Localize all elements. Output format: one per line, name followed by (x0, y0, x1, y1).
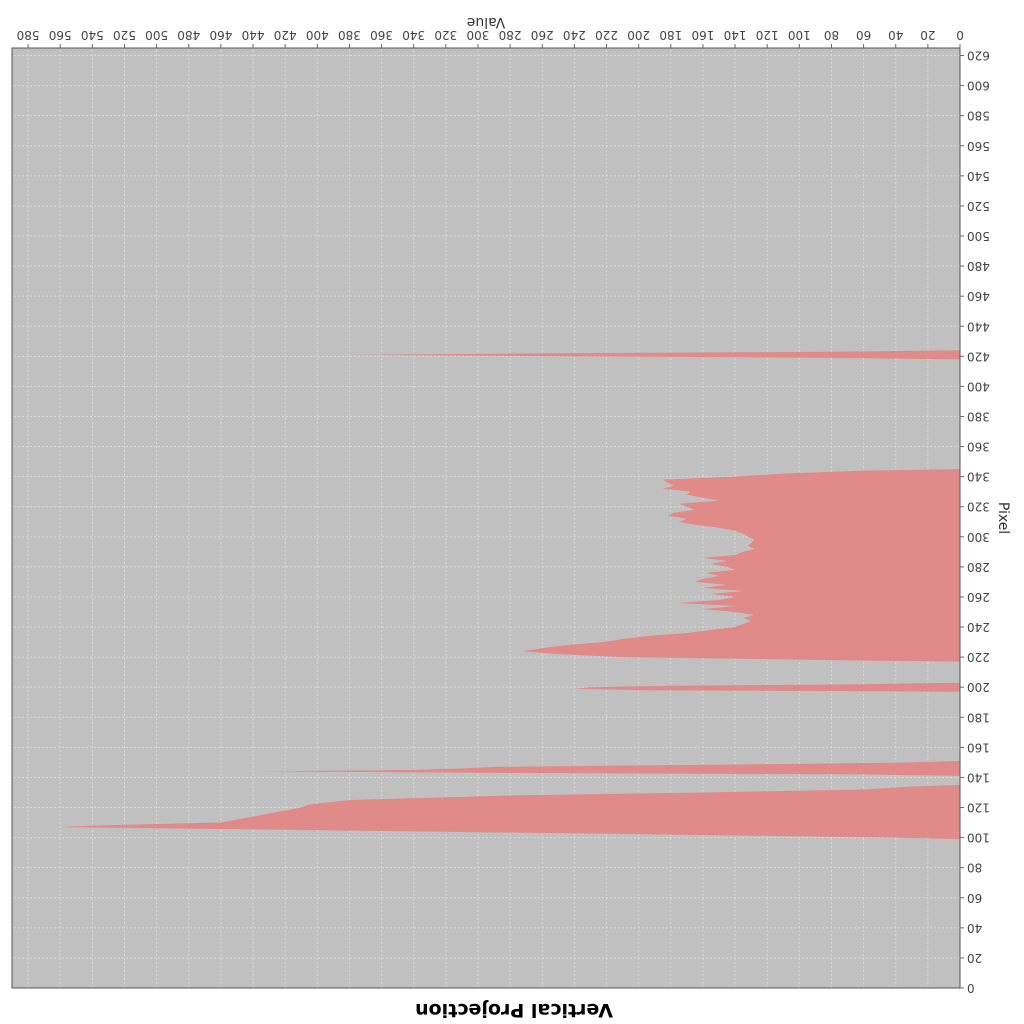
y-tick-label: 420 (967, 349, 990, 363)
x-tick-label: 360 (370, 28, 393, 42)
y-tick-label: 600 (967, 79, 990, 93)
x-tick-label: 300 (467, 28, 490, 42)
y-tick-label: 580 (967, 109, 990, 123)
y-tick-label: 540 (967, 169, 990, 183)
x-tick-label: 580 (17, 28, 40, 42)
x-tick-label: 0 (956, 28, 964, 42)
y-tick-label: 140 (967, 770, 990, 784)
y-tick-label: 260 (967, 590, 990, 604)
x-tick-label: 480 (177, 28, 200, 42)
x-tick-label: 160 (691, 28, 714, 42)
x-tick-label: 140 (724, 28, 747, 42)
chart-rotated-group: 0204060801001201401601802002202402602803… (11, 14, 1011, 1021)
y-tick-label: 60 (967, 891, 982, 905)
x-tick-label: 420 (274, 28, 297, 42)
plot-border (11, 47, 961, 989)
y-tick-label: 620 (967, 49, 990, 63)
x-tick-label: 40 (888, 28, 903, 42)
y-tick-label: 320 (967, 500, 990, 514)
projection-area (60, 48, 960, 988)
y-tick-label: 0 (967, 981, 975, 995)
x-tick-label: 80 (824, 28, 839, 42)
x-tick-label: 20 (920, 28, 935, 42)
x-tick-label: 460 (209, 28, 232, 42)
x-tick-label: 120 (756, 28, 779, 42)
y-tick-label: 340 (967, 470, 990, 484)
y-tick-label: 460 (967, 289, 990, 303)
x-tick-label: 240 (563, 28, 586, 42)
x-tick-label: 220 (595, 28, 618, 42)
x-tick-label: 380 (338, 28, 361, 42)
y-tick-label: 300 (967, 530, 990, 544)
x-tick-label: 560 (49, 28, 72, 42)
x-tick-label: 320 (434, 28, 457, 42)
y-tick-label: 80 (967, 861, 982, 875)
x-axis-ticks: 0 20 40 60 80 100 120 140 160 180 200 220 240 260 280 3… (17, 28, 964, 48)
y-axis-label: Pixel (995, 502, 1011, 534)
chart-title: Vertical Projection (415, 999, 613, 1021)
x-tick-label: 280 (499, 28, 522, 42)
x-tick-label: 200 (627, 28, 650, 42)
x-tick-label: 100 (788, 28, 811, 42)
y-tick-label: 40 (967, 921, 982, 935)
x-tick-label: 520 (113, 28, 136, 42)
x-tick-label: 540 (81, 28, 104, 42)
x-tick-label: 60 (856, 28, 871, 42)
y-tick-label: 440 (967, 319, 990, 333)
y-tick-label: 20 (967, 951, 982, 965)
y-tick-label: 200 (967, 680, 990, 694)
x-tick-label: 180 (659, 28, 682, 42)
y-tick-label: 500 (967, 229, 990, 243)
x-tick-label: 340 (402, 28, 425, 42)
y-axis-ticks: 0 20 40 60 80 100 120 140 160 180 200 220 240 260 280 3… (960, 49, 990, 995)
y-tick-label: 160 (967, 740, 990, 754)
y-tick-label: 560 (967, 139, 990, 153)
x-tick-label: 260 (531, 28, 554, 42)
y-tick-label: 280 (967, 560, 990, 574)
y-tick-label: 100 (967, 831, 990, 845)
y-tick-label: 520 (967, 199, 990, 213)
x-tick-label: 440 (242, 28, 265, 42)
x-tick-label: 500 (145, 28, 168, 42)
y-tick-label: 240 (967, 620, 990, 634)
y-tick-label: 120 (967, 801, 990, 815)
y-tick-label: 180 (967, 710, 990, 724)
x-axis-label: Value (467, 14, 505, 30)
y-tick-label: 400 (967, 379, 990, 393)
y-tick-label: 380 (967, 409, 990, 423)
y-tick-label: 480 (967, 259, 990, 273)
area-series (60, 48, 960, 988)
x-tick-label: 400 (306, 28, 329, 42)
y-tick-label: 360 (967, 440, 990, 454)
y-tick-label: 220 (967, 650, 990, 664)
